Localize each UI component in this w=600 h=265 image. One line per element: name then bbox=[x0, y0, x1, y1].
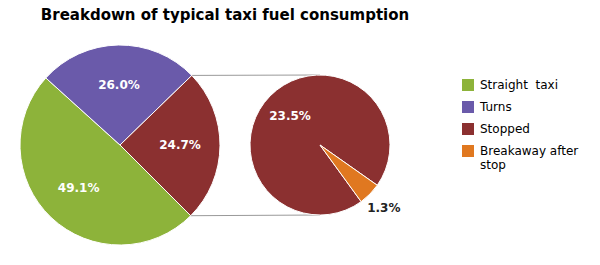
legend-label: Straight taxi bbox=[480, 78, 558, 92]
legend-swatch bbox=[462, 79, 474, 91]
title: Breakdown of typical taxi fuel consumpti… bbox=[41, 6, 409, 24]
pie: 23.5% 1.3% bbox=[250, 75, 400, 215]
pie: 49.1% 26.0% 24.7% bbox=[20, 45, 220, 245]
legend-label: Breakaway afterstop bbox=[480, 144, 578, 172]
connector-line bbox=[191, 215, 320, 217]
legend-swatch bbox=[462, 145, 474, 157]
chart: Breakdown of typical taxi fuel consumpti… bbox=[0, 0, 600, 265]
pie-slice bbox=[320, 145, 377, 202]
legend-swatch bbox=[462, 123, 474, 135]
data-label: 1.3% bbox=[367, 201, 400, 215]
legend-item: Stopped bbox=[462, 122, 530, 136]
connector-line bbox=[192, 75, 320, 76]
data-label: 49.1% bbox=[58, 181, 100, 195]
legend: Straight taxi Turns Stopped Breakaway after… bbox=[462, 78, 578, 172]
legend-item: Breakaway afterstop bbox=[462, 144, 578, 172]
legend-label: Stopped bbox=[480, 122, 530, 136]
data-label: 24.7% bbox=[159, 138, 201, 152]
legend-swatch bbox=[462, 101, 474, 113]
pie-slice bbox=[250, 75, 390, 215]
data-label: 26.0% bbox=[98, 78, 140, 92]
legend-label: Turns bbox=[479, 100, 512, 114]
pie-slice bbox=[120, 75, 220, 215]
legend-item: Straight taxi bbox=[462, 78, 558, 92]
legend-item: Turns bbox=[462, 100, 512, 114]
data-label: 23.5% bbox=[269, 109, 311, 123]
